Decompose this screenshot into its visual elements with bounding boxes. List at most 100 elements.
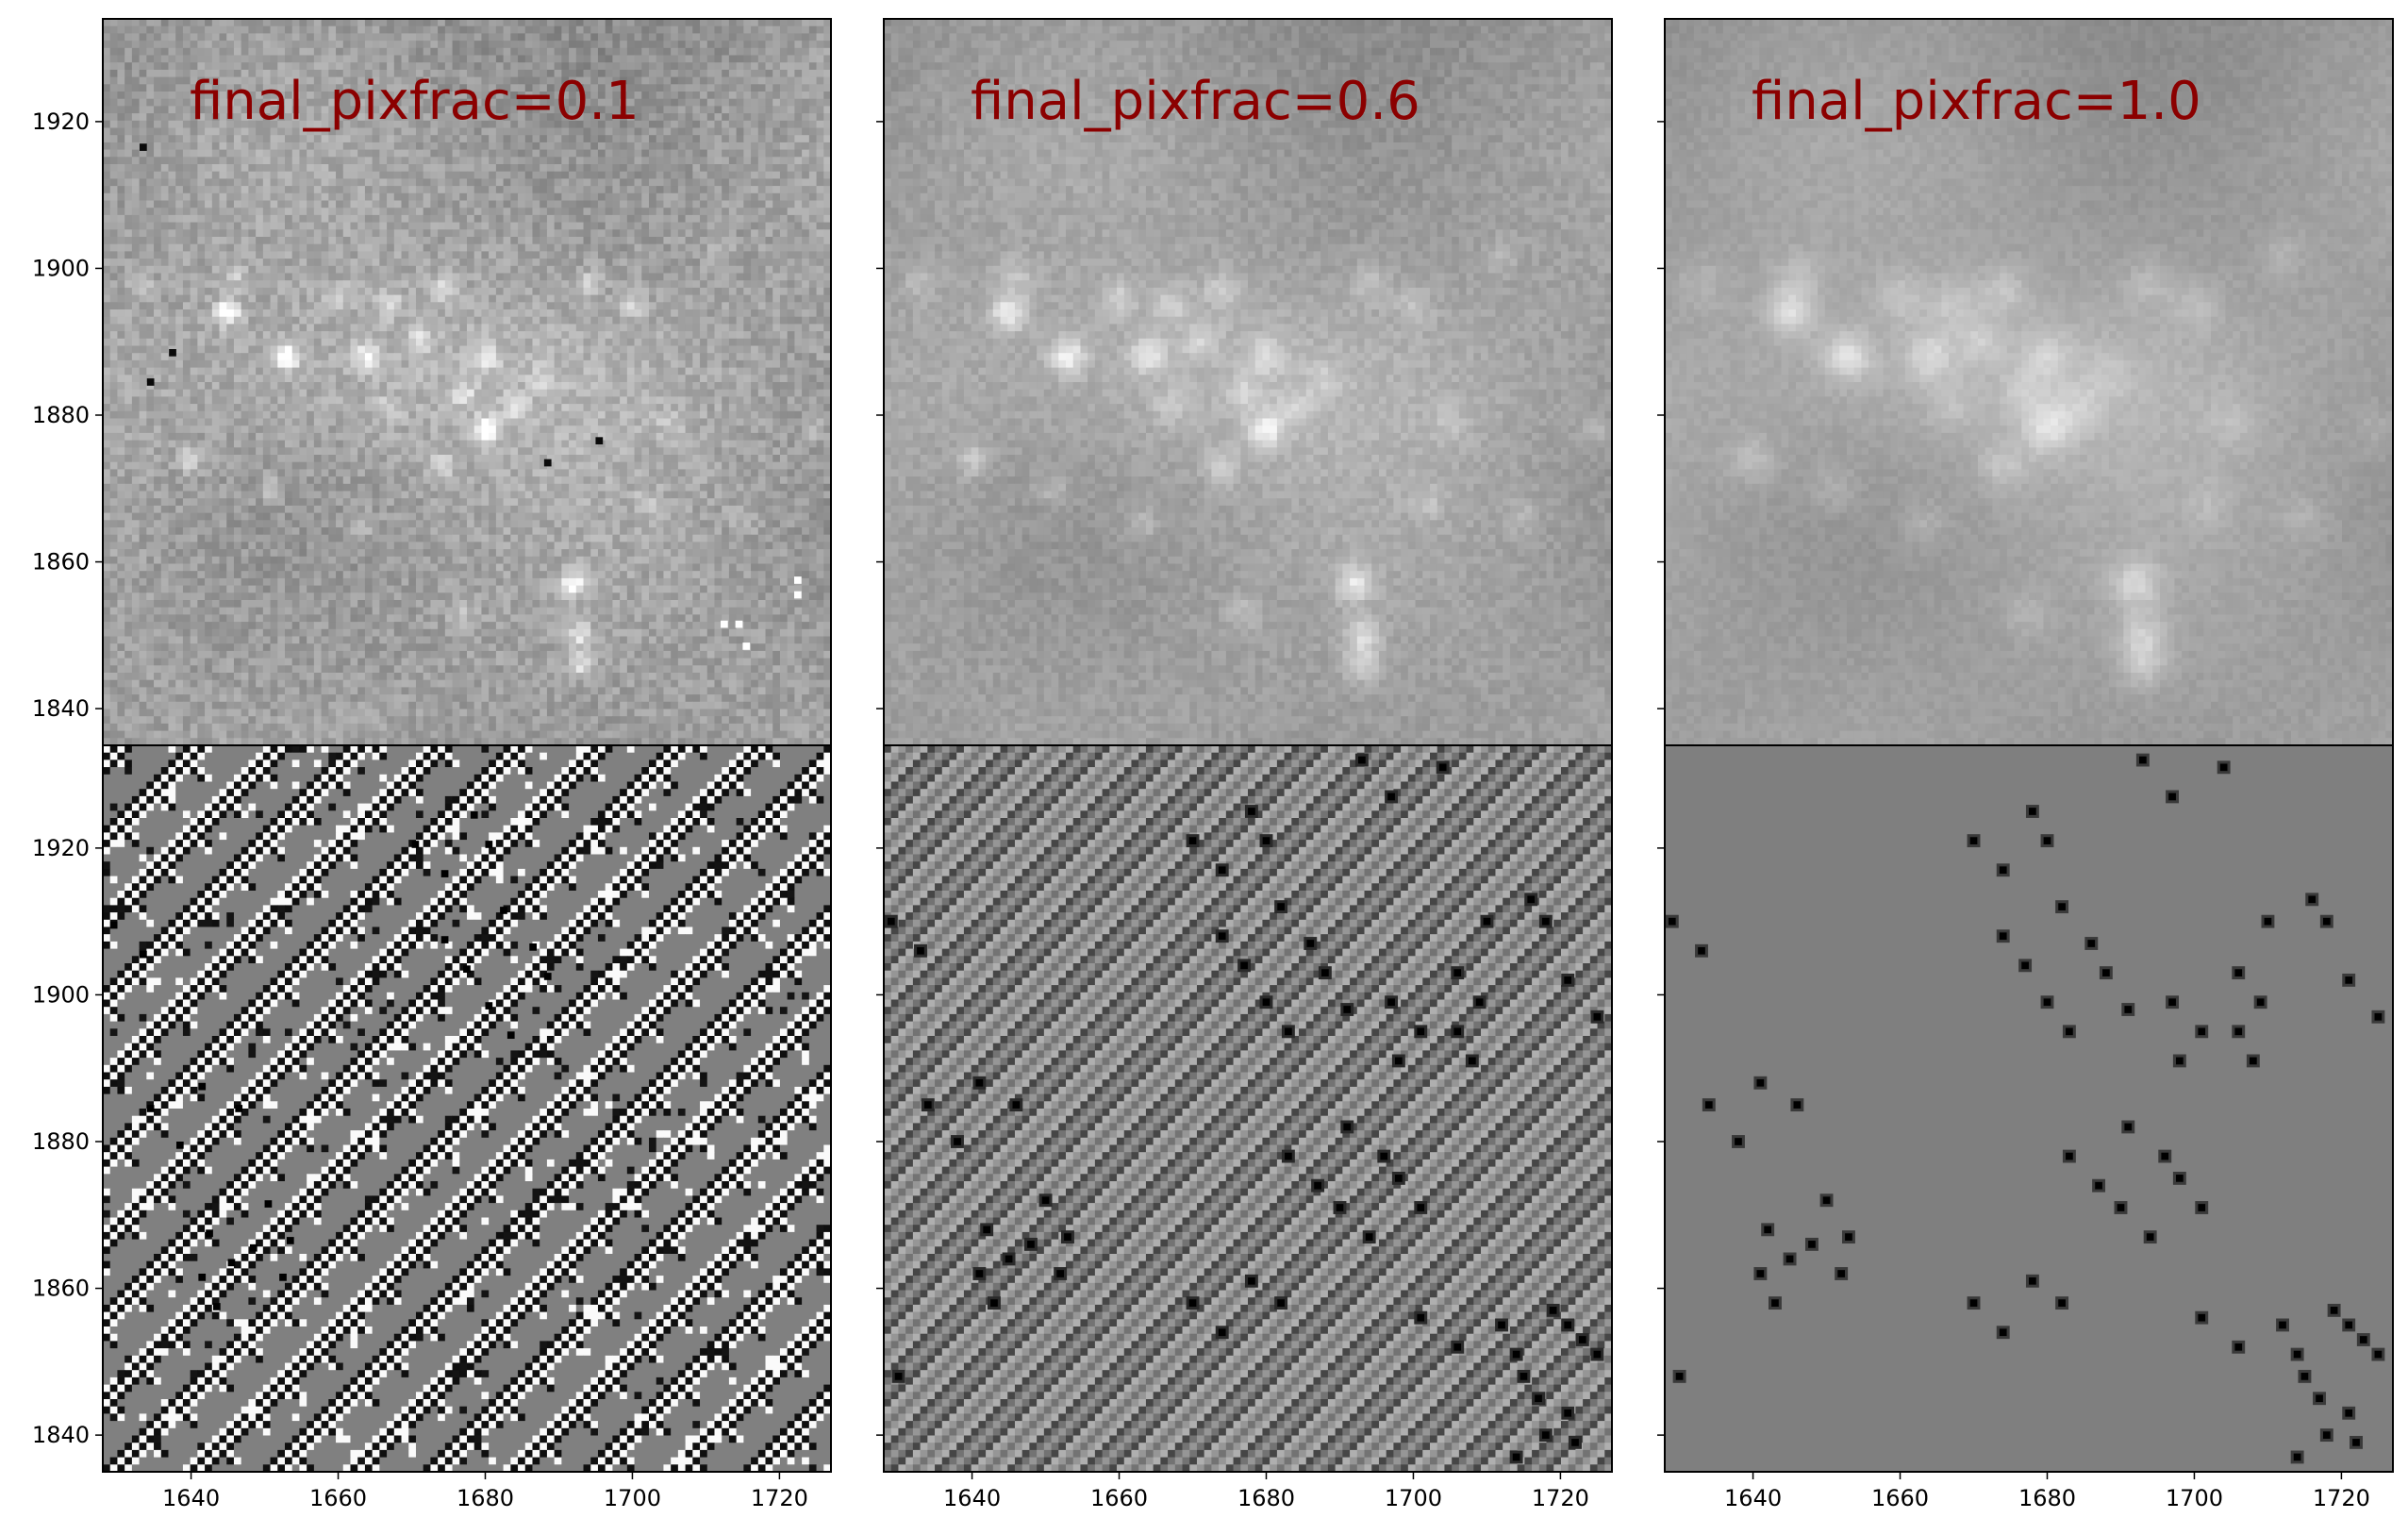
weight-speck [440, 936, 449, 943]
panel-title-3: final_pixfrac=1.0 [1752, 71, 2201, 132]
weight-speck [235, 1105, 243, 1112]
weight-speck [198, 1274, 207, 1281]
weight-blob-core [1845, 1233, 1852, 1241]
weight-blob-core [1475, 998, 1484, 1007]
weight-blob-core [1005, 1255, 1013, 1263]
weight-blob-core [1756, 1078, 1765, 1087]
weight-blob-core [1756, 1270, 1765, 1277]
weight-blob-core [1735, 1138, 1742, 1145]
y-tick-label: 1860 [32, 1276, 90, 1302]
weight-blob-core [2249, 1057, 2257, 1065]
axes-frame [1664, 744, 2394, 1473]
weight-blob-core [2322, 1431, 2331, 1439]
weight-blob-core [975, 1270, 984, 1277]
x-tick-label: 1660 [1090, 1485, 1148, 1511]
weight-blob-core [2161, 1152, 2169, 1160]
x-tick-label: 1660 [1871, 1485, 1929, 1511]
weight-map-panel-1 [103, 745, 831, 1472]
weight-blob-core [2316, 1394, 2323, 1403]
x-tick-label: 1720 [2313, 1485, 2370, 1511]
weight-blob-core [1512, 1453, 1520, 1461]
weight-blob-core [1417, 1204, 1425, 1211]
weight-blob-core [975, 1078, 984, 1087]
weight-blob-core [887, 917, 895, 926]
science-image-panel-3 [1665, 19, 2393, 745]
weight-blob-core [2168, 793, 2176, 801]
weight-blob-core [2176, 1057, 2184, 1065]
weight-blob-core [1248, 808, 1255, 815]
weight-blob-core [1808, 1241, 1816, 1248]
weight-blob-core [2043, 837, 2051, 844]
weight-blob-core [2168, 998, 2176, 1007]
weight-blob-core [2066, 1027, 2073, 1036]
weight-blob-core [2198, 1027, 2206, 1036]
weight-blob-core [990, 1299, 998, 1307]
weight-blob-core [1704, 1101, 1713, 1109]
weight-blob-core [1336, 1204, 1344, 1211]
panel-title-1: final_pixfrac=0.1 [190, 71, 639, 132]
weight-speck [485, 841, 493, 848]
weight-blob-core [2293, 1453, 2301, 1461]
weight-blob-core [2058, 1299, 2066, 1307]
weight-blob-core [1785, 1255, 1794, 1263]
weight-blob-core [2029, 1276, 2036, 1285]
weight-speck [264, 1200, 273, 1208]
weight-blob-core [2234, 1027, 2243, 1036]
weight-blob-core [2330, 1307, 2338, 1314]
axes-frame [883, 744, 1613, 1473]
weight-blob-core [1593, 1012, 1602, 1021]
weight-blob-core [1698, 946, 1705, 955]
weight-blob-core [2345, 1409, 2353, 1417]
weight-blob-core [1527, 895, 1536, 904]
weight-blob-core [1564, 976, 1572, 984]
weight-blob-core [1675, 1373, 1684, 1380]
x-tick-label: 1640 [1724, 1485, 1782, 1511]
weight-blob-core [2124, 1123, 2133, 1131]
y-tick-label: 1880 [32, 402, 90, 428]
weight-blob-core [1012, 1101, 1021, 1109]
weight-blob-core [1438, 763, 1447, 772]
weight-blob-core [2234, 1343, 2243, 1351]
weight-blob-core [1498, 1321, 1505, 1329]
weight-speck [470, 811, 478, 819]
weight-blob-core [2139, 756, 2147, 764]
y-tick-label: 1920 [32, 835, 90, 861]
weight-speck [139, 950, 147, 959]
weight-blob-core [1999, 1328, 2007, 1337]
weight-blob-core [954, 1138, 961, 1145]
weight-speck [463, 965, 471, 974]
weight-blob-core [1285, 1152, 1292, 1160]
weight-speck [198, 1082, 207, 1091]
weight-speck [411, 841, 420, 848]
weight-speck [279, 1274, 287, 1281]
weight-blob-core [2095, 1181, 2102, 1190]
weight-blob-core [1483, 917, 1491, 926]
weight-blob-core [2345, 1321, 2353, 1329]
weight-blob-core [1593, 1350, 1602, 1359]
weight-blob-core [1837, 1270, 1846, 1277]
weight-blob-core [1064, 1233, 1071, 1241]
weight-blob-core [2198, 1313, 2206, 1322]
science-image-panel-1 [103, 19, 831, 745]
weight-blob-core [1314, 1181, 1321, 1190]
weight-speck [175, 1142, 184, 1149]
x-tick-label: 1680 [1237, 1485, 1295, 1511]
weight-blob-core [1277, 1299, 1285, 1307]
weight-blob-core [1306, 940, 1315, 947]
weight-blob-core [1549, 1307, 1557, 1314]
weight-blob-core [2021, 961, 2029, 970]
weight-speck [507, 1031, 515, 1040]
weight-blob-core [1395, 1057, 1403, 1065]
weight-map-panel-2 [884, 745, 1612, 1472]
weight-blob-core [1277, 903, 1285, 910]
weight-blob-core [2087, 940, 2096, 947]
weight-speck [249, 1243, 257, 1252]
weight-blob-core [1564, 1409, 1572, 1417]
weight-blob-core [1262, 998, 1270, 1007]
weight-blob-core [1571, 1439, 1579, 1446]
weight-blob-core [1262, 837, 1270, 844]
weight-blob-core [2124, 1006, 2133, 1013]
weight-speck [440, 870, 449, 877]
weight-blob-core [1969, 1299, 1978, 1307]
